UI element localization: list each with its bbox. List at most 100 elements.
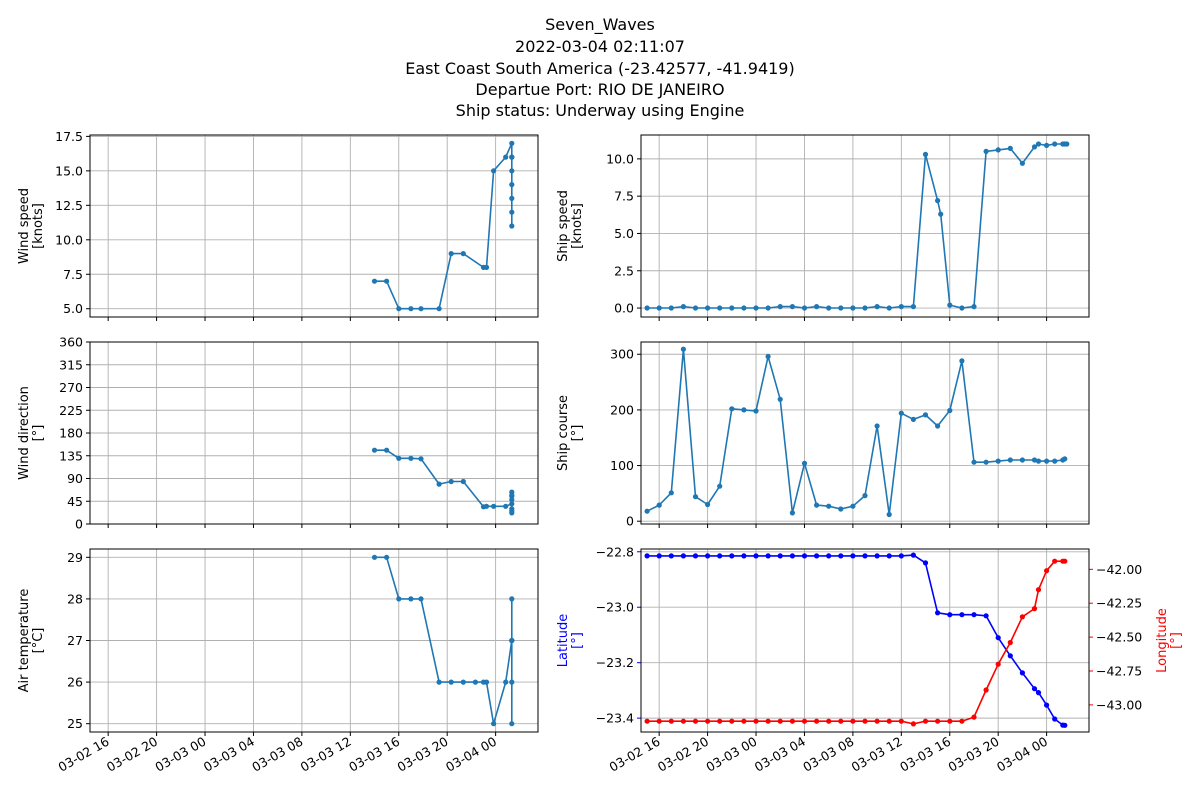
axes-frame: [640, 548, 1090, 733]
data-point: [509, 223, 515, 229]
x-tick-label: 03-03 12: [298, 734, 354, 775]
data-point: [371, 554, 378, 560]
data-point: [680, 718, 687, 724]
data-point: [509, 140, 515, 146]
data-point: [384, 278, 390, 284]
y2-tick-label: −42.75: [1096, 664, 1142, 679]
data-point: [850, 553, 856, 559]
data-point: [1007, 639, 1013, 646]
y-tick-label: 10.0: [55, 232, 83, 247]
title-line-timestamp: 2022-03-04 02:11:07: [515, 37, 685, 56]
data-point: [753, 718, 759, 724]
data-point: [1031, 686, 1038, 692]
data-point: [922, 560, 929, 566]
panel-ship-course: 0 100 200 300 Ship course [°]: [556, 341, 1090, 529]
data-point: [396, 455, 402, 461]
data-point: [995, 635, 1001, 641]
y-tick-label: −23.4: [596, 711, 634, 726]
data-point: [1035, 690, 1042, 696]
data-point: [1035, 458, 1042, 464]
data-point: [483, 503, 490, 509]
data-point: [1044, 458, 1050, 464]
data-point: [1035, 587, 1042, 593]
data-point: [777, 553, 783, 559]
data-point: [862, 493, 868, 499]
data-point: [765, 553, 771, 559]
data-point: [483, 679, 490, 685]
data-point: [922, 718, 929, 724]
data-point: [826, 305, 832, 311]
y2-tick-label: −42.50: [1096, 630, 1142, 645]
y-axis-label: Wind speed: [17, 188, 32, 264]
data-point: [995, 458, 1001, 464]
data-point: [460, 679, 466, 685]
series-line-latitude: [647, 554, 1065, 727]
data-point: [801, 553, 808, 559]
data-point: [1007, 145, 1013, 151]
data-point: [509, 209, 515, 215]
y-tick-label: 300: [610, 347, 634, 362]
data-point: [789, 718, 796, 724]
data-point: [509, 501, 515, 507]
y-tick-label: 5.0: [614, 226, 634, 241]
data-point: [959, 718, 965, 724]
data-point: [741, 305, 747, 311]
data-point: [418, 306, 424, 312]
data-point: [1035, 141, 1042, 147]
data-point: [448, 478, 454, 485]
data-point: [705, 305, 711, 311]
y2-tick-label: −42.25: [1096, 596, 1142, 611]
series-line-ship-speed: [647, 143, 1067, 309]
data-point: [886, 511, 892, 518]
data-point: [947, 718, 953, 724]
data-point: [705, 553, 711, 559]
data-point: [448, 679, 454, 685]
data-point: [814, 502, 820, 508]
data-point: [509, 182, 515, 188]
data-point: [436, 679, 442, 685]
data-point: [1019, 614, 1025, 620]
data-point: [850, 503, 856, 509]
data-point: [765, 718, 771, 724]
data-point: [717, 483, 723, 489]
data-point: [862, 553, 868, 559]
data-point: [947, 612, 953, 618]
data-point: [509, 168, 515, 174]
data-point: [408, 306, 414, 312]
data-point: [656, 553, 662, 559]
y-tick-label: 0: [626, 514, 634, 529]
data-point: [898, 718, 904, 724]
title-line-vessel: Seven_Waves: [545, 15, 655, 35]
data-point: [1044, 568, 1050, 574]
data-point: [910, 304, 917, 310]
data-point: [838, 305, 844, 311]
data-point: [995, 147, 1001, 153]
y-axis-label: Longitude: [1155, 608, 1170, 673]
data-point: [886, 553, 892, 559]
data-point: [935, 718, 941, 724]
title-line-ship-status: Ship status: Underway using Engine: [456, 101, 745, 120]
data-point: [729, 553, 735, 559]
y2-tick-label: −42.00: [1096, 562, 1142, 577]
data-point: [692, 305, 699, 311]
y-tick-label: 27: [67, 633, 83, 648]
data-point: [826, 503, 832, 509]
y-tick-label: 0.0: [614, 301, 634, 316]
data-point: [1044, 702, 1050, 708]
panel-wind-direction: 0 45 90 135 180 225 270 315 360 Wind direction [°]: [17, 335, 539, 532]
data-point: [765, 305, 771, 311]
y-tick-label: 7.5: [63, 267, 83, 282]
data-point: [436, 306, 442, 312]
x-tick-label: 03-03 00: [703, 734, 759, 775]
data-point: [789, 304, 796, 310]
data-point: [959, 305, 965, 311]
data-point: [656, 718, 662, 724]
x-tick-label: 03-03 08: [249, 734, 305, 775]
data-point: [874, 304, 880, 310]
data-point: [396, 306, 402, 312]
data-point: [971, 612, 977, 618]
data-point: [898, 304, 904, 310]
data-point: [826, 553, 832, 559]
axes-frame: [89, 548, 539, 733]
